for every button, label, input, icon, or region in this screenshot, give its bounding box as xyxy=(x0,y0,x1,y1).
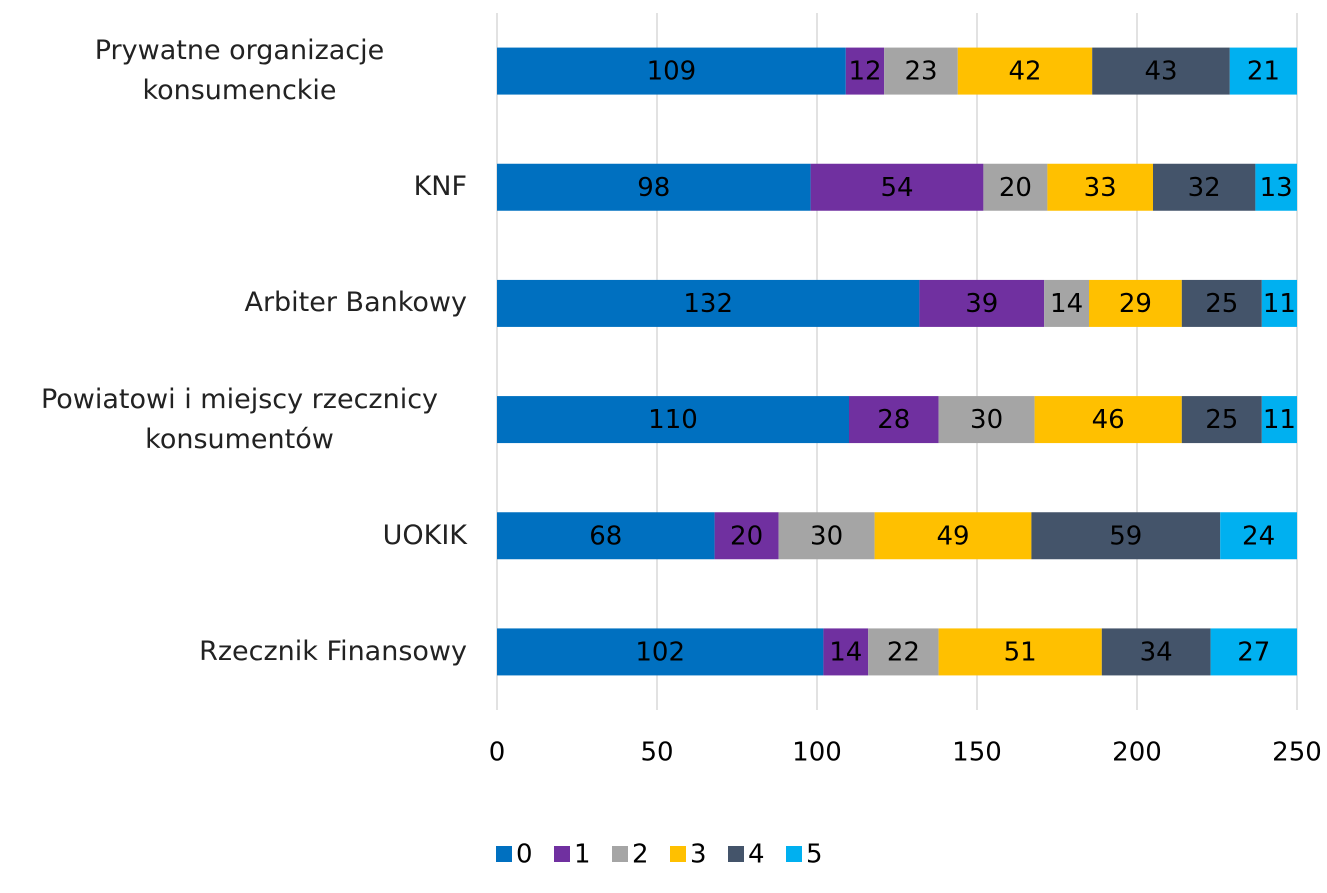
bar-segment xyxy=(1181,396,1262,444)
bar-segment xyxy=(810,163,984,211)
bar-segment xyxy=(1255,163,1297,211)
data-label: 51 xyxy=(1004,637,1037,667)
data-label: 68 xyxy=(589,521,622,551)
data-label: 13 xyxy=(1260,173,1293,203)
data-label: 28 xyxy=(877,405,910,435)
legend-swatch xyxy=(786,846,802,862)
category-label: UOKIK xyxy=(382,519,467,551)
legend-swatch xyxy=(554,846,570,862)
x-tick-label: 100 xyxy=(792,738,842,768)
legend-label: 3 xyxy=(690,840,707,870)
data-label: 54 xyxy=(880,173,913,203)
bar-segment xyxy=(874,512,1032,560)
bar-segment xyxy=(849,396,939,444)
bar-segment xyxy=(1181,279,1262,327)
data-label: 110 xyxy=(648,405,698,435)
category-label: Rzecznik Finansowy xyxy=(199,635,467,667)
x-tick-label: 250 xyxy=(1272,738,1322,768)
data-label: 25 xyxy=(1205,405,1238,435)
category-label: KNF xyxy=(413,171,467,203)
bar-segment xyxy=(1031,512,1221,560)
data-label: 29 xyxy=(1119,289,1152,319)
bar-segment xyxy=(957,47,1093,95)
bar-segment xyxy=(497,47,846,95)
data-label: 11 xyxy=(1263,289,1296,319)
data-label: 21 xyxy=(1247,57,1280,87)
data-label: 34 xyxy=(1140,637,1173,667)
data-label: 30 xyxy=(810,521,843,551)
bar-segment xyxy=(497,163,811,211)
bar-segment xyxy=(497,396,849,444)
bar-segment xyxy=(497,279,920,327)
bar-segment xyxy=(778,512,875,560)
legend-label: 5 xyxy=(806,840,823,870)
legend-label: 4 xyxy=(748,840,765,870)
legend-label: 2 xyxy=(632,840,649,870)
data-label: 24 xyxy=(1242,521,1275,551)
bar-segment xyxy=(1220,512,1297,560)
legend-swatch xyxy=(728,846,744,862)
data-label: 11 xyxy=(1263,405,1296,435)
bar-segment xyxy=(1034,396,1182,444)
bar-segment xyxy=(983,163,1048,211)
bar-segment xyxy=(1047,163,1153,211)
bar-segment xyxy=(1044,279,1089,327)
x-tick-label: 200 xyxy=(1112,738,1162,768)
bar-segment xyxy=(868,628,939,676)
legend-label: 1 xyxy=(574,840,591,870)
bar-segment xyxy=(938,396,1035,444)
data-label: 20 xyxy=(730,521,763,551)
bar-segment xyxy=(497,628,824,676)
bar-segment xyxy=(497,512,715,560)
bar-segment xyxy=(1153,163,1256,211)
data-label: 59 xyxy=(1109,521,1142,551)
legend-swatch xyxy=(612,846,628,862)
bar-segment xyxy=(714,512,779,560)
data-label: 23 xyxy=(904,57,937,87)
data-label: 43 xyxy=(1144,57,1177,87)
bar-segment xyxy=(1261,279,1297,327)
bar-segment xyxy=(938,628,1102,676)
legend-swatch xyxy=(496,846,512,862)
data-label: 132 xyxy=(683,289,733,319)
bar-segment xyxy=(884,47,958,95)
data-label: 14 xyxy=(1050,289,1083,319)
data-label: 20 xyxy=(999,173,1032,203)
data-label: 39 xyxy=(965,289,998,319)
bar-segment xyxy=(919,279,1045,327)
data-label: 14 xyxy=(829,637,862,667)
data-label: 102 xyxy=(635,637,685,667)
x-tick-label: 50 xyxy=(640,738,673,768)
data-label: 25 xyxy=(1205,289,1238,319)
category-label: Powiatowi i miejscy rzecznicy konsumentó… xyxy=(40,383,439,455)
category-label: Prywatne organizacje konsumenckie xyxy=(94,35,385,107)
data-label: 32 xyxy=(1188,173,1221,203)
category-label: Arbiter Bankowy xyxy=(244,287,467,319)
x-tick-label: 150 xyxy=(952,738,1002,768)
data-label: 30 xyxy=(970,405,1003,435)
legend-swatch xyxy=(670,846,686,862)
bar-segment xyxy=(1210,628,1297,676)
data-label: 42 xyxy=(1008,57,1041,87)
data-label: 98 xyxy=(637,173,670,203)
bar-segment xyxy=(823,628,869,676)
data-label: 12 xyxy=(848,57,881,87)
data-label: 46 xyxy=(1092,405,1125,435)
data-label: 27 xyxy=(1237,637,1270,667)
data-label: 22 xyxy=(887,637,920,667)
bar-segment xyxy=(1089,279,1182,327)
data-label: 49 xyxy=(936,521,969,551)
legend-label: 0 xyxy=(516,840,533,870)
bar-segment xyxy=(1229,47,1297,95)
bar-segment xyxy=(1092,47,1230,95)
x-tick-label: 0 xyxy=(489,738,506,768)
bar-segment xyxy=(845,47,885,95)
bar-segment xyxy=(1101,628,1211,676)
data-label: 109 xyxy=(647,57,697,87)
data-label: 33 xyxy=(1084,173,1117,203)
bar-segment xyxy=(1261,396,1297,444)
